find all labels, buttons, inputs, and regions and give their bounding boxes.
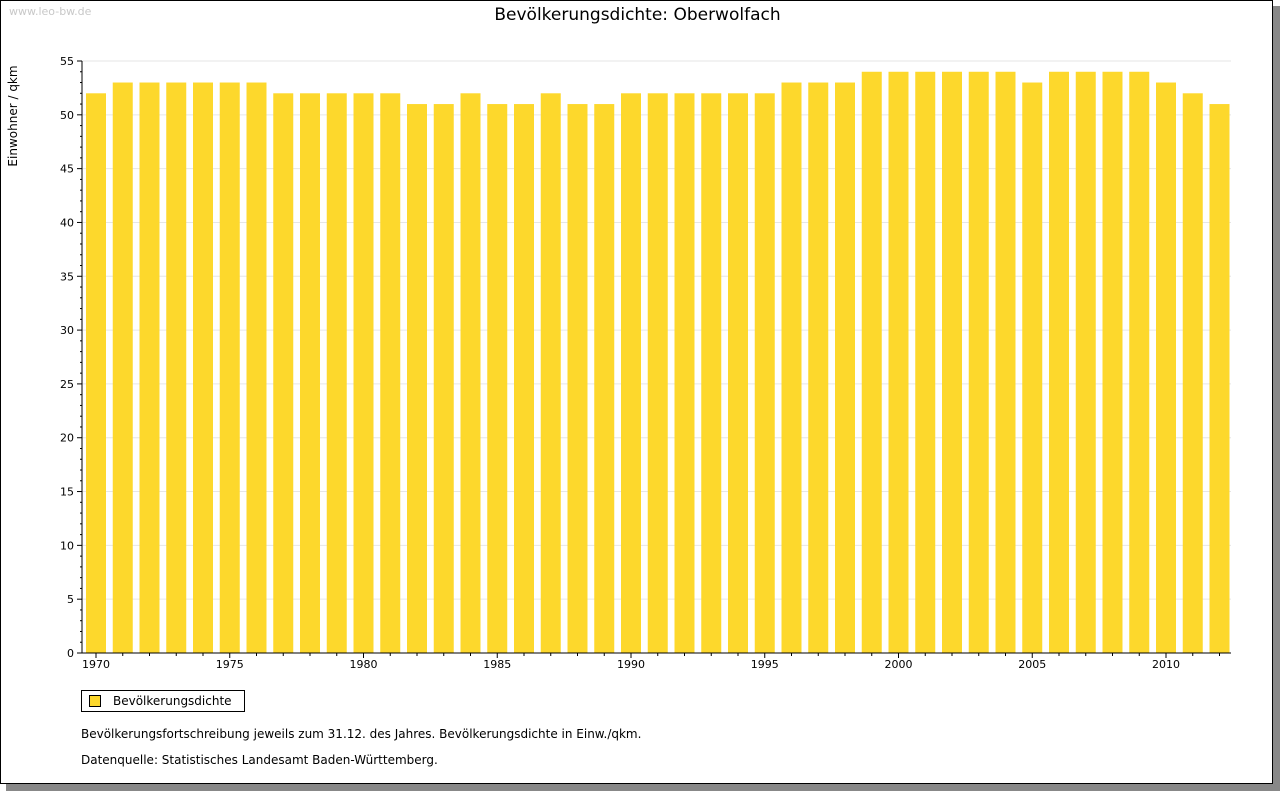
- bar-1984: [460, 93, 481, 654]
- chart-title: Bevölkerungsdichte: Oberwolfach: [494, 5, 781, 25]
- bar-1975: [219, 82, 240, 653]
- bar-1974: [193, 82, 213, 653]
- footnote-methodology: Bevölkerungsfortschreibung jeweils zum 3…: [81, 727, 642, 741]
- bar-1970: [86, 93, 106, 654]
- bar-1988: [567, 104, 588, 653]
- x-tick-label: 2000: [885, 658, 913, 671]
- bar-1995: [754, 93, 775, 654]
- y-tick-label: 55: [60, 55, 74, 68]
- bar-1999: [861, 71, 882, 654]
- bar-2011: [1182, 93, 1203, 654]
- bar-1983: [433, 104, 454, 653]
- bar-2006: [1049, 71, 1069, 654]
- bar-2009: [1129, 71, 1150, 654]
- bar-1990: [621, 93, 641, 654]
- x-tick-label: 2010: [1152, 658, 1180, 671]
- bar-2003: [968, 71, 989, 654]
- y-tick-label: 40: [60, 216, 74, 229]
- bar-1996: [781, 82, 802, 653]
- bar-1998: [835, 82, 855, 653]
- bar-2010: [1156, 82, 1176, 653]
- bar-2005: [1022, 82, 1043, 653]
- x-tick-label: 1995: [751, 658, 779, 671]
- x-tick-label: 1975: [216, 658, 244, 671]
- bar-series: [86, 71, 1230, 654]
- frame-shadow-right: [1273, 6, 1280, 791]
- bar-2004: [995, 71, 1016, 654]
- bar-2000: [888, 71, 909, 654]
- bar-2008: [1102, 71, 1123, 654]
- y-tick-label: 5: [67, 593, 74, 606]
- bar-1973: [166, 82, 187, 653]
- y-tick-label: 45: [60, 163, 74, 176]
- bar-2001: [915, 71, 936, 654]
- footnote-source: Datenquelle: Statistisches Landesamt Bad…: [81, 753, 438, 767]
- x-tick-label: 2005: [1018, 658, 1046, 671]
- bar-1979: [326, 93, 347, 654]
- y-tick-label: 15: [60, 486, 74, 499]
- bar-1980: [353, 93, 374, 654]
- y-tick-label: 35: [60, 270, 74, 283]
- bar-1993: [701, 93, 722, 654]
- bar-1972: [139, 82, 160, 653]
- bar-1992: [674, 93, 695, 654]
- bar-1976: [246, 82, 267, 653]
- y-axis-ticks: 0 5 10 15 20 25 30 35 40 45 50 55: [60, 55, 82, 660]
- y-tick-label: 30: [60, 324, 74, 337]
- legend-label: Bevölkerungsdichte: [113, 694, 232, 708]
- legend: Bevölkerungsdichte: [81, 690, 245, 712]
- bar-1977: [273, 93, 294, 654]
- y-tick-label: 20: [60, 432, 74, 445]
- y-axis-label: Einwohner / qkm: [6, 65, 20, 166]
- bar-1982: [407, 104, 427, 653]
- bar-1994: [728, 93, 748, 654]
- y-tick-label: 25: [60, 378, 74, 391]
- axes: [81, 61, 1231, 654]
- bar-1986: [514, 104, 534, 653]
- y-tick-label: 10: [60, 539, 74, 552]
- bar-1991: [647, 93, 668, 654]
- bar-2012: [1209, 104, 1230, 653]
- bar-2007: [1075, 71, 1096, 654]
- bar-1985: [487, 104, 508, 653]
- x-axis-ticks: 1970 1975 1980 1985 1990 1995 2000 2005 2010: [82, 653, 1220, 671]
- bar-1997: [808, 82, 829, 653]
- x-tick-label: 1970: [82, 658, 110, 671]
- bar-1971: [112, 82, 133, 653]
- frame-shadow-bottom: [6, 784, 1280, 791]
- y-tick-label: 50: [60, 109, 74, 122]
- bar-1981: [380, 93, 401, 654]
- y-tick-label: 0: [67, 647, 74, 660]
- bar-1989: [594, 104, 615, 653]
- watermark: www.leo-bw.de: [9, 5, 92, 18]
- bar-1987: [540, 93, 561, 654]
- legend-swatch: [89, 695, 101, 707]
- bar-1978: [300, 93, 320, 654]
- bar-2002: [942, 71, 962, 654]
- x-tick-label: 1985: [483, 658, 511, 671]
- x-tick-label: 1990: [617, 658, 645, 671]
- x-tick-label: 1980: [350, 658, 378, 671]
